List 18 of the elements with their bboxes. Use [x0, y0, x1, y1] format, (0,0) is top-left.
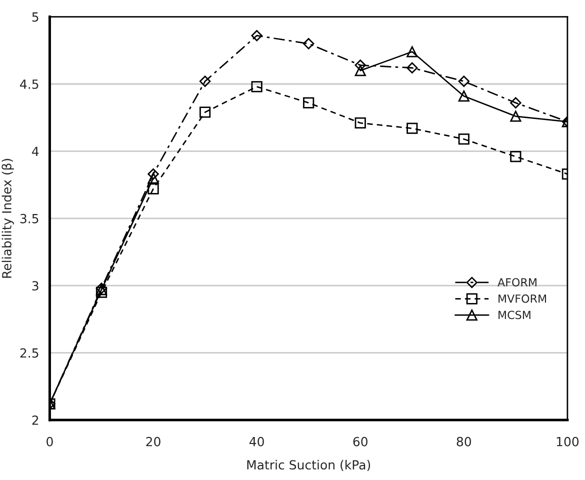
x-tick-label: 60 [353, 436, 368, 446]
x-tick-label: 40 [249, 436, 264, 446]
legend-label: AFORM [498, 278, 536, 287]
y-tick-label: 3 [32, 281, 38, 291]
y-tick-label: 3.5 [20, 214, 38, 224]
y-tick-label: 2 [32, 415, 38, 425]
x-tick-label: 80 [456, 436, 472, 446]
y-tick-label: 5 [32, 12, 38, 22]
y-tick-label: 2.5 [20, 348, 38, 358]
y-tick-label: 4.5 [20, 80, 38, 89]
y-tick-label: 4 [32, 146, 39, 156]
x-tick-label: 100 [556, 436, 579, 446]
y-axis-title: Reliability Index (β) [2, 158, 14, 278]
legend-label: MVFORM [498, 294, 546, 303]
legend-label: MCSM [498, 310, 530, 320]
x-tick-label: 20 [146, 436, 160, 446]
x-tick-label: 0 [46, 436, 53, 446]
x-axis-title: Matric Suction (kPa) [247, 460, 370, 472]
